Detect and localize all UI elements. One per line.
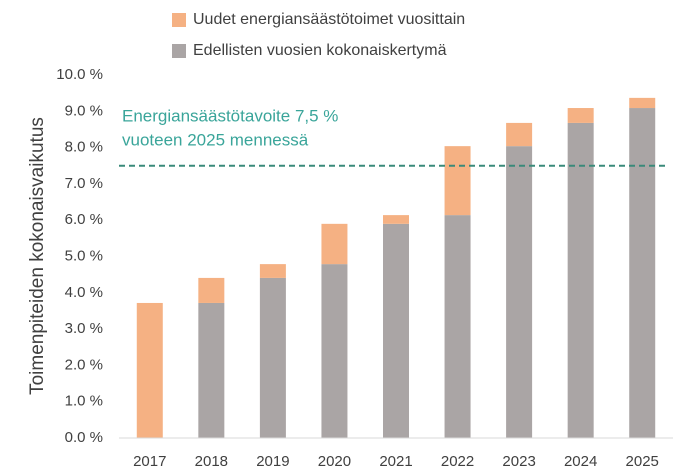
bar-segment: [259, 264, 286, 278]
x-tick-label: 2023: [502, 453, 535, 470]
bar-segment: [444, 146, 471, 216]
y-axis-label: Toimenpiteiden kokonaisvaikutus: [27, 117, 48, 395]
x-tick-label: 2024: [564, 453, 597, 470]
y-tick-label: 3.0 %: [65, 320, 103, 337]
bar-segment: [506, 146, 533, 438]
bar-segment: [198, 277, 225, 303]
bar-segment: [629, 108, 656, 439]
y-tick-label: 10.0 %: [56, 66, 103, 83]
bar-segment: [506, 122, 533, 147]
y-tick-label: 2.0 %: [65, 356, 103, 373]
bar-segment: [629, 97, 656, 109]
x-tick-label: 2019: [256, 453, 289, 470]
legend-swatch: [172, 44, 186, 58]
y-tick-label: 0.0 %: [65, 429, 103, 446]
bar-segment: [567, 122, 594, 438]
bar-segment: [383, 215, 409, 224]
y-tick-label: 4.0 %: [65, 284, 103, 301]
y-tick-label: 7.0 %: [65, 175, 103, 192]
x-tick-label: 2017: [133, 453, 166, 470]
y-tick-label: 9.0 %: [65, 102, 103, 119]
x-tick-label: 2025: [626, 453, 659, 470]
bar-segment: [198, 302, 225, 438]
bar-segment: [444, 215, 471, 438]
y-tick-label: 1.0 %: [65, 393, 103, 410]
legend-label: Uudet energiansäästötoimet vuosittain: [193, 11, 465, 28]
annotation: vuoteen 2025 mennessä: [122, 130, 309, 149]
x-tick-label: 2020: [318, 453, 351, 470]
bar-segment: [321, 264, 348, 438]
bar-segment: [259, 277, 286, 438]
x-tick-label: 2021: [379, 453, 412, 470]
bar-segment: [321, 223, 348, 265]
legend-swatch: [172, 13, 186, 27]
x-tick-label: 2018: [195, 453, 228, 470]
legend-label: Edellisten vuosien kokonaiskertymä: [193, 42, 447, 59]
bar-segment: [136, 302, 163, 438]
annotation: Energiansäästötavoite 7,5 %: [122, 106, 338, 125]
x-tick-label: 2022: [441, 453, 474, 470]
bar-segment: [567, 108, 594, 123]
y-tick-label: 5.0 %: [65, 247, 103, 264]
y-tick-label: 6.0 %: [65, 211, 103, 228]
bar-segment: [383, 223, 409, 438]
y-tick-label: 8.0 %: [65, 139, 103, 156]
